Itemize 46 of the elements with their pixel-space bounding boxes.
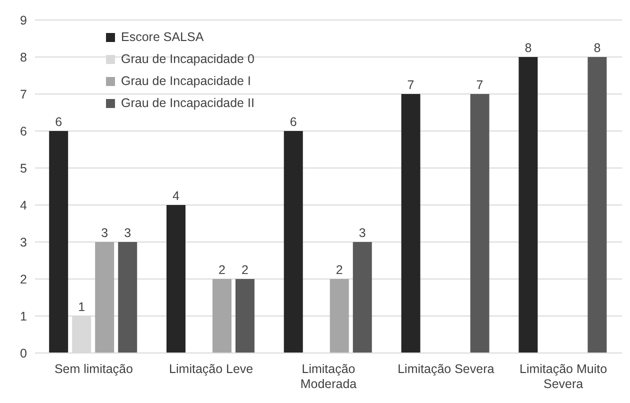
y-tick-label: 6 bbox=[20, 124, 28, 138]
legend-label: Grau de Incapacidade 0 bbox=[121, 51, 254, 68]
y-tick-label: 1 bbox=[20, 309, 28, 324]
y-tick-label: 5 bbox=[20, 161, 28, 176]
bar bbox=[330, 279, 349, 353]
bar bbox=[470, 94, 490, 353]
bar bbox=[518, 57, 538, 353]
y-tick-label: 7 bbox=[20, 87, 28, 102]
bar bbox=[166, 205, 186, 353]
x-tick-label: Sem limitação bbox=[54, 362, 133, 376]
data-label: 3 bbox=[124, 226, 132, 240]
y-tick-label: 2 bbox=[20, 272, 28, 286]
legend-label: Grau de Incapacidade I bbox=[121, 73, 251, 90]
y-tick-label: 0 bbox=[20, 346, 28, 360]
legend-label: Escore SALSA bbox=[121, 29, 204, 46]
bar bbox=[588, 57, 607, 353]
data-label: 1 bbox=[78, 300, 86, 314]
data-label: 6 bbox=[290, 115, 297, 129]
data-label: 3 bbox=[101, 226, 108, 240]
data-label: 4 bbox=[172, 189, 180, 203]
data-label: 2 bbox=[218, 263, 226, 277]
bar bbox=[235, 279, 254, 353]
data-label: 2 bbox=[242, 263, 249, 277]
legend-label: Grau de Incapacidade II bbox=[121, 95, 254, 112]
x-tick-label: Limitação Moderada bbox=[300, 362, 357, 391]
x-tick-label: Limitação Severa bbox=[398, 362, 494, 376]
bar bbox=[352, 242, 372, 353]
data-label: 7 bbox=[407, 78, 414, 92]
bar bbox=[118, 242, 138, 353]
y-tick-label: 3 bbox=[20, 235, 28, 250]
data-label: 3 bbox=[358, 226, 366, 240]
bar bbox=[49, 131, 68, 353]
data-label: 2 bbox=[336, 263, 343, 277]
x-tick-label: Limitação Leve bbox=[169, 362, 254, 376]
y-tick-label: 4 bbox=[20, 198, 28, 212]
bar bbox=[401, 94, 420, 353]
data-label: 8 bbox=[594, 41, 601, 55]
y-tick-label: 9 bbox=[20, 13, 28, 28]
bar bbox=[284, 131, 303, 353]
data-label: 6 bbox=[55, 115, 62, 129]
bar bbox=[95, 242, 114, 353]
x-tick-label: Limitação Muito Severa bbox=[520, 362, 608, 391]
data-label: 7 bbox=[476, 78, 484, 92]
data-label: 8 bbox=[524, 41, 532, 55]
y-tick-label: 8 bbox=[20, 50, 28, 64]
bar bbox=[212, 279, 232, 353]
